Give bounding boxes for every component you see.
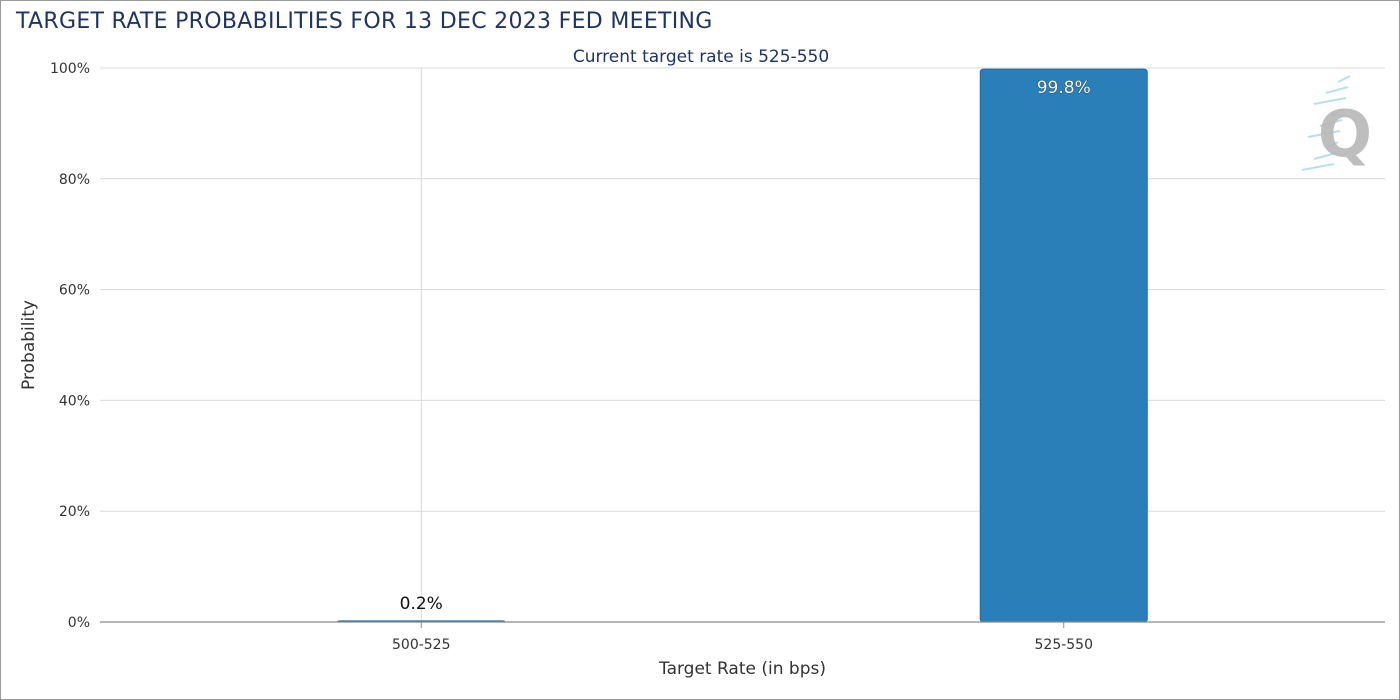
data-labels: 0.2% 99.8% [400, 78, 1091, 614]
watermark-glyph: Q [1318, 98, 1372, 172]
watermark-stripe [1313, 97, 1347, 105]
x-tick-label: 500-525 [392, 637, 451, 653]
gridlines [100, 67, 1385, 622]
data-label: 0.2% [400, 594, 443, 614]
y-tick-label: 60% [59, 283, 90, 299]
watermark-stripe [1313, 152, 1337, 160]
watermark-stripe [1325, 141, 1339, 149]
q-logo-icon: Q [1301, 75, 1372, 172]
x-axis-title: Target Rate (in bps) [658, 659, 826, 679]
chart-title: TARGET RATE PROBABILITIES FOR 13 DEC 202… [16, 9, 713, 34]
watermark-stripe [1301, 163, 1335, 171]
y-tick-label: 100% [50, 61, 90, 77]
bars [337, 68, 1148, 623]
y-axis-title: Probability [19, 300, 39, 390]
data-label: 99.8% [1037, 78, 1091, 98]
watermark-stripe [1307, 130, 1341, 138]
watermark-stripe [1319, 119, 1343, 127]
bar [979, 68, 1148, 623]
watermark-stripe [1337, 75, 1351, 83]
axes: 0% 20% 40% 60% 80% 100% 500-525 525-550 [50, 61, 1385, 653]
x-tick-label: 525-550 [1035, 637, 1094, 653]
chart-subtitle: Current target rate is 525-550 [572, 47, 830, 67]
y-tick-label: 80% [59, 172, 90, 188]
watermark-stripe [1325, 86, 1349, 94]
y-tick-label: 0% [68, 615, 90, 631]
watermark-stripe [1331, 108, 1345, 116]
y-tick-label: 40% [59, 393, 90, 409]
y-tick-label: 20% [59, 504, 90, 520]
